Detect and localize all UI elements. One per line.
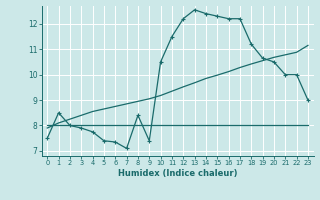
X-axis label: Humidex (Indice chaleur): Humidex (Indice chaleur)	[118, 169, 237, 178]
